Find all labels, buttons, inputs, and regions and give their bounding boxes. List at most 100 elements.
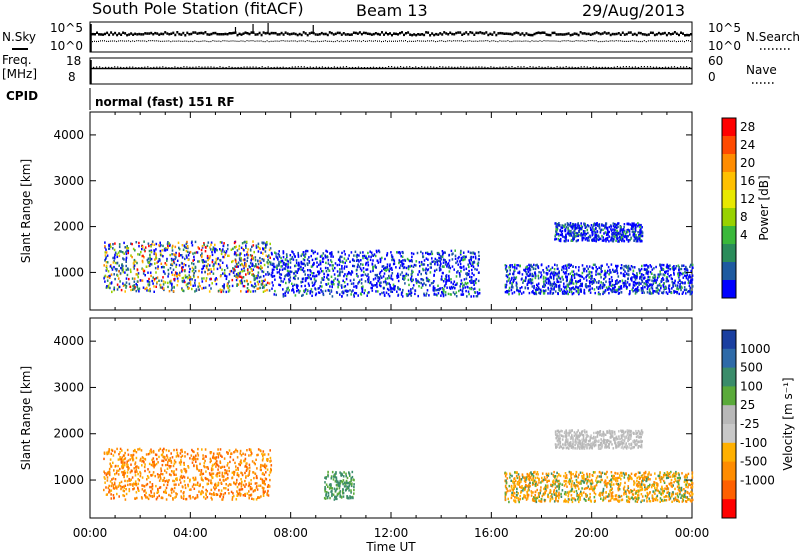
echo-cell [197, 260, 199, 262]
echo-cell [282, 280, 284, 282]
echo-cell [137, 253, 139, 255]
nsky-sample [544, 32, 546, 35]
nsearch-sample [461, 40, 462, 41]
echo-cell [126, 277, 128, 279]
echo-cell [427, 269, 429, 271]
echo-cell [146, 478, 148, 480]
nsky-sample [389, 32, 391, 35]
echo-cell [167, 282, 169, 284]
echo-cell [582, 272, 584, 274]
echo-cell [280, 280, 282, 282]
echo-cell [294, 255, 296, 257]
echo-cell [171, 470, 173, 472]
nsearch-sample [323, 41, 324, 42]
nsearch-sample [501, 41, 502, 42]
nsearch-sample [546, 40, 547, 41]
echo-cell [213, 493, 215, 495]
echo-cell [435, 261, 437, 263]
nsky-sample [279, 33, 281, 36]
echo-cell [659, 273, 661, 275]
echo-cell [550, 287, 552, 289]
echo-cell [426, 292, 428, 294]
echo-cell [606, 237, 608, 239]
nsky-sample [461, 34, 463, 37]
echo-cell [406, 273, 408, 275]
echo-cell [287, 270, 289, 272]
echo-cell [457, 260, 459, 262]
echo-cell [621, 264, 623, 266]
echo-cell [303, 254, 305, 256]
echo-cell [677, 291, 679, 293]
nsearch-sample [140, 40, 141, 41]
nsearch-sample [126, 41, 127, 42]
echo-cell [456, 283, 458, 285]
echo-cell [639, 277, 641, 279]
echo-cell [128, 278, 130, 280]
nave-sample [204, 67, 205, 68]
echo-cell [194, 279, 196, 281]
nave-sample [337, 67, 338, 68]
nave-sample [271, 67, 272, 68]
nsearch-sample [523, 41, 524, 42]
echo-cell [601, 265, 603, 267]
nsky-sample [216, 33, 218, 36]
echo-cell [465, 256, 467, 258]
nsky-sample [136, 33, 138, 36]
nsky-sample [259, 32, 261, 35]
nsky-sample [393, 32, 395, 35]
echo-cell [420, 273, 422, 275]
echo-cell [431, 261, 433, 263]
echo-cell [441, 278, 443, 280]
echo-cell [145, 246, 147, 248]
nsky-sample [265, 32, 267, 35]
echo-cell [329, 264, 331, 266]
echo-cell [339, 274, 341, 276]
nsearch-sample [247, 40, 248, 41]
echo-cell [411, 279, 413, 281]
echo-cell [338, 280, 340, 282]
echo-cell [391, 277, 393, 279]
nsearch-sample [403, 41, 404, 42]
echo-cell [193, 272, 195, 274]
echo-cell [259, 280, 261, 282]
nave-sample [602, 67, 603, 68]
echo-cell [573, 270, 575, 272]
echo-cell [226, 275, 228, 277]
echo-cell [534, 271, 536, 273]
nsearch-sample [198, 41, 199, 42]
echo-cell [133, 248, 135, 250]
echo-cell [397, 294, 399, 296]
nsearch-sample [449, 40, 450, 41]
echo-cell [559, 230, 561, 232]
nave-label: Nave [746, 63, 777, 77]
nsky-sample [293, 32, 295, 35]
nsearch-sample [538, 41, 539, 42]
echo-cell [323, 294, 325, 296]
nsky-sample [483, 32, 485, 35]
echo-cell [149, 254, 151, 256]
echo-cell [674, 291, 676, 293]
echo-cell [207, 255, 209, 257]
echo-cell [226, 291, 228, 293]
echo-cell [247, 283, 249, 285]
nsky-sample [405, 32, 407, 35]
echo-cell [406, 267, 408, 269]
nsky-sample [632, 33, 634, 36]
echo-cell [692, 275, 694, 277]
nsky-sample [247, 32, 249, 35]
echo-cell [109, 287, 111, 289]
nsky-sample [150, 32, 152, 35]
echo-cell [603, 232, 605, 234]
nsearch-sample [152, 40, 153, 41]
nsearch-sample [148, 40, 149, 41]
nsky-sample [411, 34, 413, 37]
echo-cell [625, 265, 627, 267]
nsky-sample [315, 33, 317, 36]
echo-cell [516, 289, 518, 291]
echo-cell [675, 284, 677, 286]
echo-cell [567, 232, 569, 234]
nsky-sample [660, 33, 662, 36]
echo-cell [313, 272, 315, 274]
echo-cell [138, 290, 140, 292]
nsky-sample [672, 33, 674, 36]
